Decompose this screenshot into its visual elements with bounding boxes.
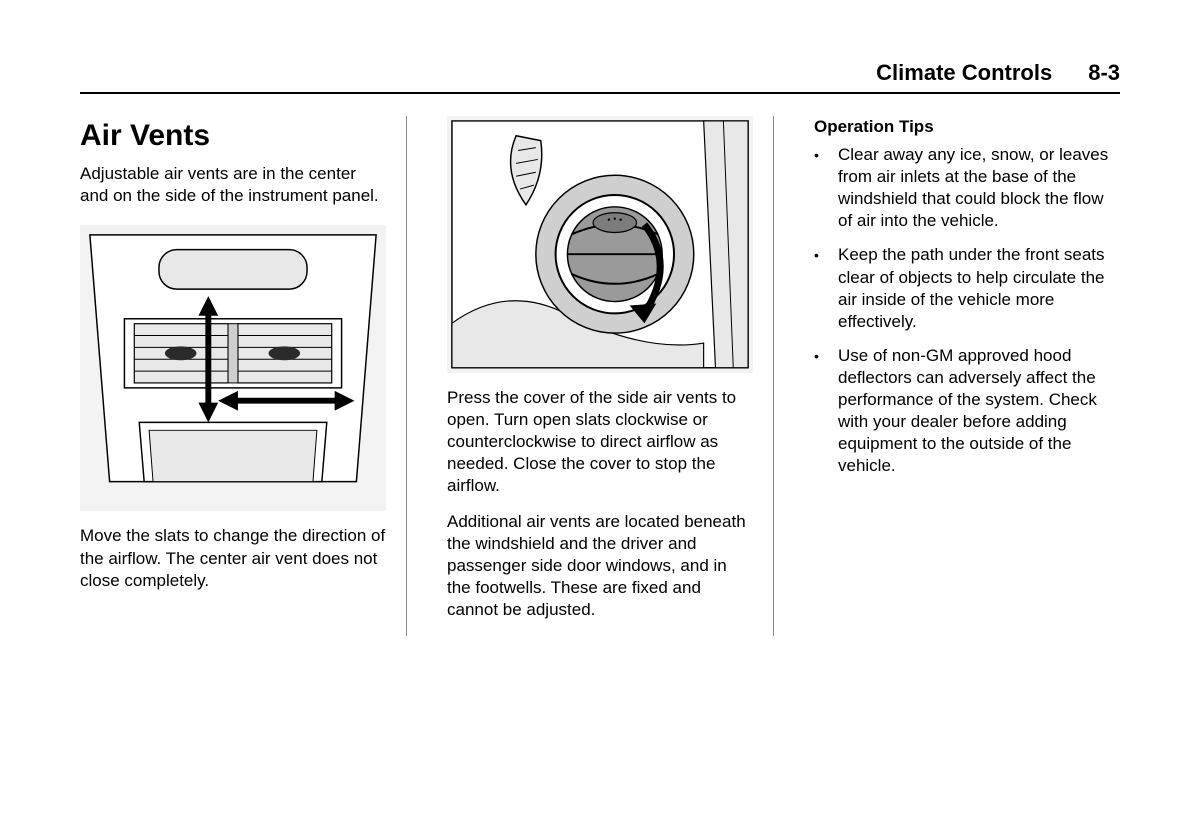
tip-item: • Use of non-GM approved hood deflectors… xyxy=(814,345,1120,478)
column-2: Press the cover of the side air vents to… xyxy=(447,116,774,636)
page-header: Climate Controls 8-3 xyxy=(80,60,1120,94)
figure1-caption: Move the slats to change the direction o… xyxy=(80,525,386,591)
bullet-icon: • xyxy=(814,244,838,332)
chapter-title: Climate Controls xyxy=(876,60,1052,86)
bullet-icon: • xyxy=(814,144,838,232)
tip-item: • Clear away any ice, snow, or leaves fr… xyxy=(814,144,1120,232)
figure2-caption-1: Press the cover of the side air vents to… xyxy=(447,387,753,497)
operation-tips-heading: Operation Tips xyxy=(814,116,1120,138)
tip-text: Keep the path under the front seats clea… xyxy=(838,244,1120,332)
figure2-caption-2: Additional air vents are located beneath… xyxy=(447,511,753,621)
tip-text: Clear away any ice, snow, or leaves from… xyxy=(838,144,1120,232)
bullet-icon: • xyxy=(814,345,838,478)
tips-list: • Clear away any ice, snow, or leaves fr… xyxy=(814,144,1120,477)
section-title: Air Vents xyxy=(80,116,386,155)
page-number: 8-3 xyxy=(1088,60,1120,86)
tip-item: • Keep the path under the front seats cl… xyxy=(814,244,1120,332)
side-vent-svg xyxy=(447,116,753,373)
figure-center-vent xyxy=(80,225,386,511)
column-1: Air Vents Adjustable air vents are in th… xyxy=(80,116,407,636)
center-vent-svg xyxy=(80,225,386,511)
figure-side-vent xyxy=(447,116,753,373)
tip-text: Use of non-GM approved hood deflectors c… xyxy=(838,345,1120,478)
column-3: Operation Tips • Clear away any ice, sno… xyxy=(814,116,1120,636)
intro-paragraph: Adjustable air vents are in the center a… xyxy=(80,163,386,207)
content-columns: Air Vents Adjustable air vents are in th… xyxy=(80,116,1120,636)
